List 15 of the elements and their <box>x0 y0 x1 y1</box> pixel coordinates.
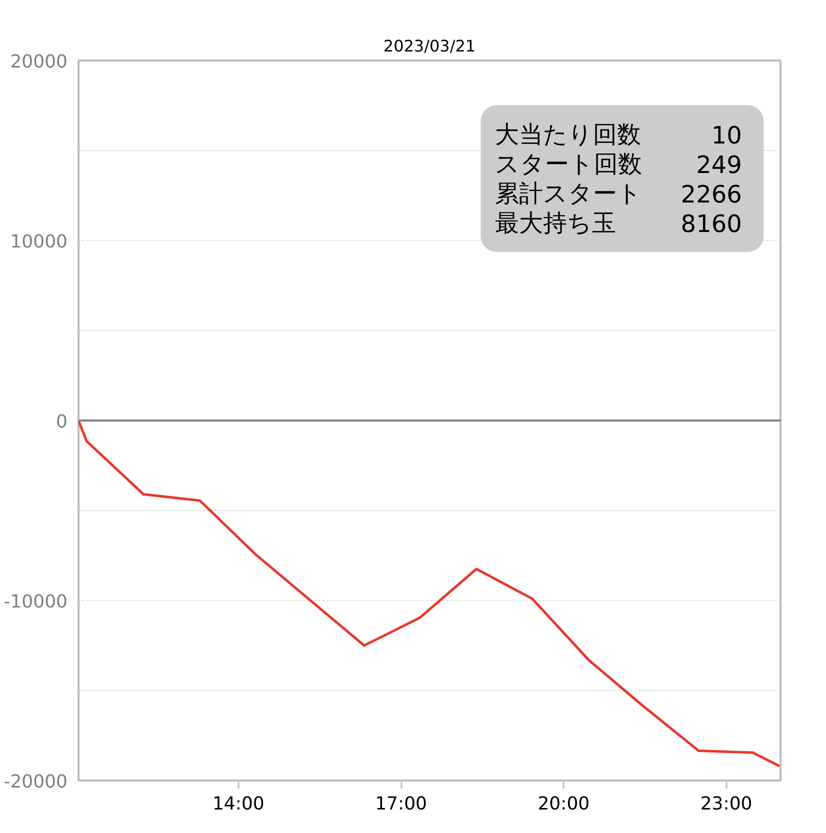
x-tick-label: 14:00 <box>212 794 264 814</box>
y-tick-label: 0 <box>56 412 68 432</box>
y-tick-label: -10000 <box>4 592 68 612</box>
chart-title: 2023/03/21 <box>383 36 476 56</box>
text: 最大持ち玉 8160 <box>494 209 742 238</box>
text: 大当たり回数 10 <box>494 120 742 150</box>
y-tick-label: 20000 <box>10 52 68 72</box>
x-tick-label: 23:00 <box>700 794 752 814</box>
line-series <box>78 419 780 768</box>
text: 累計スタート 2266 <box>494 180 742 209</box>
text: スタート回数 249 <box>494 150 742 180</box>
y-tick-label: -20000 <box>4 772 68 792</box>
y-tick-label: 10000 <box>10 232 68 252</box>
x-tick-label: 17:00 <box>375 794 427 814</box>
x-tick-label: 20:00 <box>538 794 590 814</box>
